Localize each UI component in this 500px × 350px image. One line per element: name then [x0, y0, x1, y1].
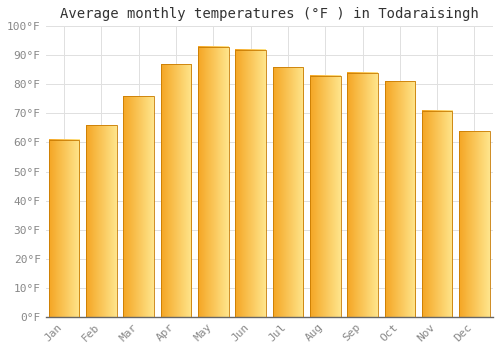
Bar: [422, 111, 452, 317]
Bar: [86, 125, 117, 317]
Bar: [236, 49, 266, 317]
Bar: [272, 67, 303, 317]
Bar: [124, 96, 154, 317]
Bar: [49, 140, 80, 317]
Bar: [310, 76, 340, 317]
Bar: [347, 73, 378, 317]
Bar: [459, 131, 490, 317]
Bar: [161, 64, 192, 317]
Bar: [384, 82, 415, 317]
Title: Average monthly temperatures (°F ) in Todaraisingh: Average monthly temperatures (°F ) in To…: [60, 7, 478, 21]
Bar: [198, 47, 228, 317]
